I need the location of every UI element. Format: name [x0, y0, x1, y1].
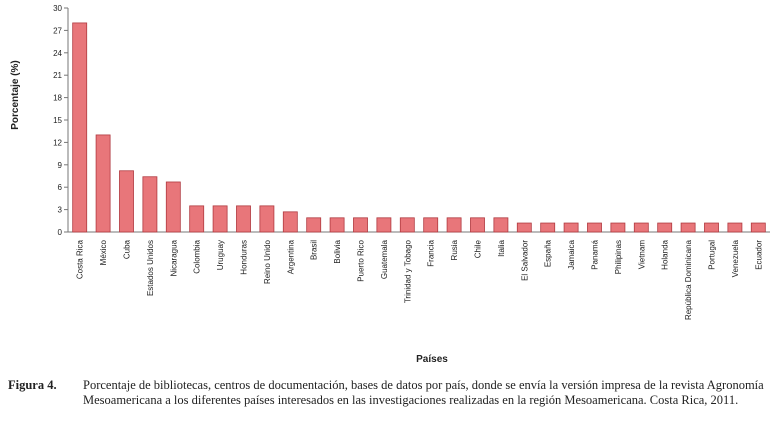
bar	[657, 222, 673, 233]
bar	[680, 222, 696, 233]
bar	[516, 222, 532, 233]
x-tick-label: Cuba	[123, 239, 132, 259]
bar	[727, 222, 743, 233]
bar	[306, 217, 322, 233]
bar	[165, 181, 181, 233]
x-tick-label: Panamá	[591, 239, 600, 269]
x-tick-label: Puerto Rico	[357, 239, 366, 281]
x-tick-label: Chile	[474, 239, 483, 258]
y-axis-label: Porcentaje (%)	[10, 60, 21, 129]
y-tick-label: 21	[53, 71, 62, 80]
bar	[493, 217, 509, 233]
bar	[189, 205, 205, 233]
y-tick-label: 12	[53, 138, 62, 147]
bar	[282, 211, 298, 233]
x-tick-label: Francia	[427, 239, 436, 266]
bar	[259, 205, 275, 233]
x-tick-label: Bolivia	[333, 239, 342, 263]
x-tick-label: Philipinas	[614, 240, 623, 274]
bar	[423, 217, 439, 233]
x-tick-label: Vietnam	[637, 240, 646, 270]
bar	[236, 205, 251, 233]
x-tick-label: Rusia	[450, 239, 459, 260]
x-tick-label: Argentina	[286, 239, 295, 274]
chart: Porcentaje (%) Países 0 3 6 9 12 15 18 21 24 27 30…	[10, 4, 770, 365]
bar	[353, 217, 368, 233]
x-tick-label: Portugal	[708, 240, 717, 270]
bar	[563, 222, 579, 233]
x-tick-label: México	[99, 239, 108, 265]
x-tick-label: Colombia	[193, 239, 202, 273]
x-tick-label: Honduras	[240, 240, 249, 275]
caption-label: Figura 4.	[8, 378, 57, 392]
bar	[329, 217, 345, 233]
y-tick-label: 18	[53, 94, 62, 103]
bar	[750, 222, 766, 233]
y-tick-label: 30	[53, 4, 62, 13]
bar	[704, 222, 719, 233]
bar	[540, 222, 556, 233]
bar	[633, 222, 649, 233]
bar	[72, 22, 88, 233]
x-tick-label: Reino Unido	[263, 239, 272, 284]
x-tick-label: Italia	[497, 239, 506, 256]
bar	[610, 222, 626, 233]
caption: Figura 4. Porcentaje de bibliotecas, cen…	[8, 378, 773, 408]
x-tick-label: Estados Unidos	[146, 240, 155, 296]
y-tick-label: 27	[53, 26, 62, 35]
bar	[95, 134, 111, 233]
y-tick-label: 6	[58, 183, 63, 192]
bar	[376, 217, 392, 233]
x-tick-label: Brasil	[310, 240, 319, 260]
bar	[142, 176, 158, 233]
bar	[470, 217, 485, 233]
x-tick-label: Nicaragua	[169, 239, 178, 276]
x-tick-label: Costa Rica	[76, 239, 85, 279]
y-tick-label: 9	[58, 161, 63, 170]
bar	[212, 205, 228, 233]
x-tick-label: Jamaica	[567, 239, 576, 269]
bar	[587, 222, 602, 233]
y-tick-label: 24	[53, 49, 62, 58]
bar	[119, 170, 134, 233]
x-tick-label: Uruguay	[216, 240, 225, 270]
bar	[446, 217, 462, 233]
x-tick-label: Guatemala	[380, 239, 389, 279]
x-tick-label: Venezuela	[731, 239, 740, 277]
caption-text: Porcentaje de bibliotecas, centros de do…	[83, 378, 764, 407]
y-tick-label: 3	[58, 206, 63, 215]
x-tick-label: Holanda	[661, 239, 670, 269]
x-axis-label: Países	[416, 354, 448, 365]
y-tick-label: 15	[53, 116, 62, 125]
y-tick-label: 0	[58, 228, 63, 237]
x-tick-label: El Salvador	[520, 240, 529, 281]
x-tick-label: España	[544, 239, 553, 267]
x-tick-label: Ecuador	[754, 240, 763, 270]
x-tick-label: Trinidad y Tobago	[403, 239, 412, 303]
bar	[399, 217, 415, 233]
x-tick-label: República Dominicana	[684, 239, 693, 320]
